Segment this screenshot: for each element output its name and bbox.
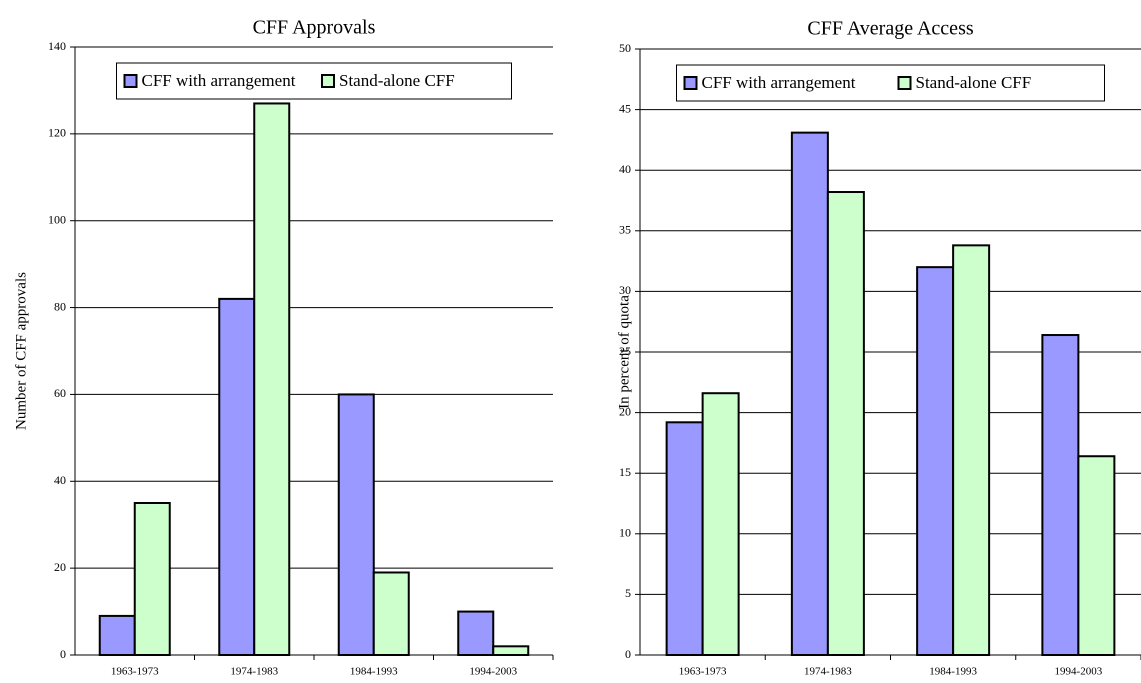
x-tick-label: 1974-1983 — [804, 666, 852, 678]
bar — [337, 393, 375, 656]
y-tick-label: 140 — [48, 39, 66, 53]
bar — [218, 297, 256, 656]
y-tick-label: 45 — [619, 101, 631, 115]
y-tick-label: 20 — [54, 560, 66, 574]
y-tick-label: 80 — [54, 299, 66, 313]
legend-swatch — [683, 76, 698, 90]
x-tick-label: 1984-1993 — [350, 666, 398, 678]
y-tick-label: 15 — [619, 465, 631, 479]
y-tick-label: 0 — [625, 647, 631, 661]
chart: CFF Approvals Number of CFF approvals 0 20 4… — [13, 17, 554, 678]
x-tick-label: 1994-2003 — [469, 666, 517, 678]
y-tick-label: 50 — [619, 41, 631, 55]
bar — [1041, 334, 1080, 656]
y-tick-label: 60 — [54, 386, 66, 400]
bar — [952, 244, 991, 656]
legend-swatch — [321, 74, 335, 88]
x-tick-label: 1994-2003 — [1055, 666, 1103, 678]
chart-title: CFF Average Access — [807, 18, 973, 40]
x-tick-label: 1984-1993 — [929, 666, 977, 678]
bar — [701, 392, 740, 656]
bar — [492, 645, 530, 656]
y-tick-label: 10 — [619, 526, 631, 540]
y-tick-label: 30 — [619, 283, 631, 297]
y-tick-label: 0 — [60, 647, 66, 661]
y-axis-label: Number of CFF approvals — [13, 272, 29, 430]
y-tick-label: 5 — [625, 586, 631, 600]
legend-box — [116, 62, 512, 100]
legend-swatch — [897, 76, 912, 90]
bar — [916, 266, 955, 656]
x-tick-label: 1974-1983 — [230, 666, 278, 678]
y-tick-label: 20 — [619, 404, 631, 418]
legend-label: Stand-alone CFF — [339, 71, 455, 90]
bar — [98, 614, 136, 657]
y-tick-label: 35 — [619, 223, 631, 237]
y-tick-label: 40 — [619, 162, 631, 176]
legend-swatch — [123, 74, 138, 88]
chart-title: CFF Approvals — [253, 17, 376, 39]
y-tick-label: 120 — [48, 126, 66, 140]
bar — [133, 502, 171, 656]
bar — [826, 191, 865, 657]
y-tick-label: 100 — [48, 212, 66, 226]
legend-label: CFF with arrangement — [142, 71, 296, 90]
y-axis-label: In percent of quota — [616, 295, 632, 409]
bar — [665, 421, 704, 656]
legend-label: Stand-alone CFF — [916, 73, 1032, 92]
legend-box — [676, 64, 1105, 102]
bar — [1077, 455, 1116, 656]
bar — [457, 610, 495, 656]
bar — [790, 131, 829, 657]
y-tick-label: 25 — [619, 344, 631, 358]
y-tick-label: 40 — [54, 473, 66, 487]
bar — [253, 102, 291, 656]
bar — [372, 571, 410, 656]
x-tick-label: 1963-1973 — [111, 666, 159, 678]
chart: CFF Average Access In percent of quota 0 5 1… — [616, 18, 1141, 678]
x-tick-label: 1963-1973 — [679, 666, 727, 678]
legend-label: CFF with arrangement — [702, 73, 856, 92]
